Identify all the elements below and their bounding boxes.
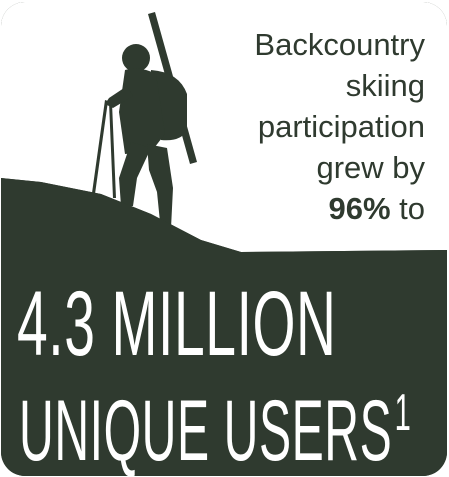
headline-line-4: grew by <box>316 150 425 185</box>
headline-to: to <box>399 191 425 226</box>
footnote-mark: 1 <box>394 384 412 442</box>
headline-line-5: 96% to <box>215 188 425 229</box>
backcountry-skier-silhouette-icon <box>92 12 197 232</box>
headline-text: Backcountry skiing participation grew by… <box>215 24 425 229</box>
headline-line-3: participation <box>257 109 425 144</box>
headline-line-2: skiing <box>345 68 425 103</box>
stat-value: 4.3 MILLION <box>17 273 337 375</box>
stat-label: UNIQUE USERS1 <box>19 370 411 474</box>
sky-area <box>1 2 447 252</box>
mountain-slope <box>1 178 447 476</box>
stat-label-text: UNIQUE USERS <box>19 383 393 476</box>
growth-percent: 96% <box>328 191 391 226</box>
headline-line-1: Backcountry <box>254 27 425 62</box>
